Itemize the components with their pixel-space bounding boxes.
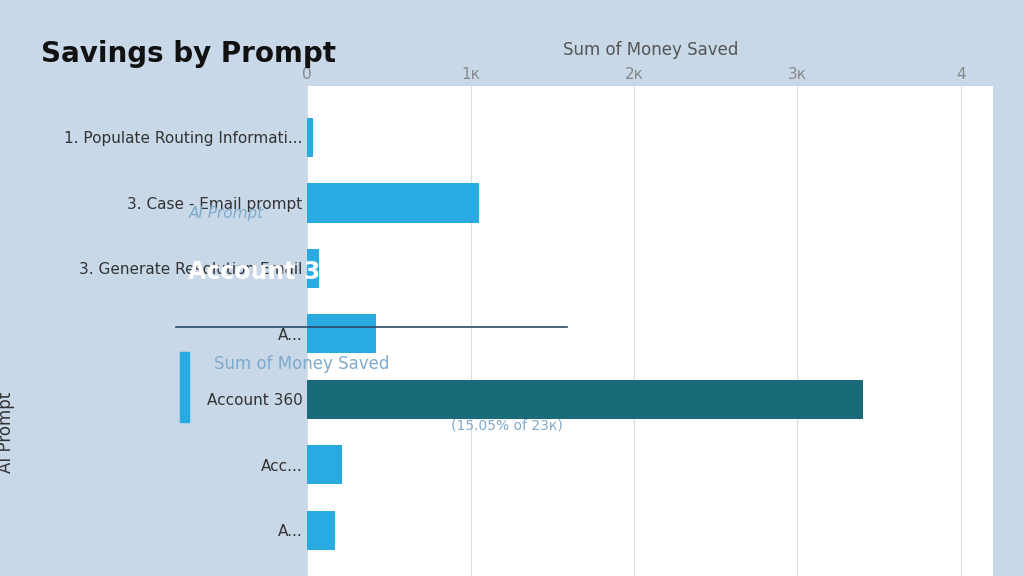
- Bar: [307, 118, 313, 157]
- Bar: [307, 183, 478, 222]
- Y-axis label: AI Prompt: AI Prompt: [0, 391, 15, 473]
- Text: Account 360: Account 360: [188, 260, 353, 285]
- Bar: [307, 249, 318, 288]
- Bar: [307, 510, 335, 550]
- Bar: [307, 445, 341, 484]
- Text: 3,403: 3,403: [497, 355, 562, 376]
- Text: Sum of Money Saved: Sum of Money Saved: [214, 355, 389, 373]
- Text: AI Prompt: AI Prompt: [188, 207, 263, 222]
- Bar: [307, 380, 863, 419]
- X-axis label: Sum of Money Saved: Sum of Money Saved: [562, 41, 738, 59]
- Text: Savings by Prompt: Savings by Prompt: [41, 40, 336, 69]
- Bar: [307, 314, 376, 354]
- Bar: [180, 353, 189, 422]
- Text: (15.05% of 23к): (15.05% of 23к): [451, 419, 562, 433]
